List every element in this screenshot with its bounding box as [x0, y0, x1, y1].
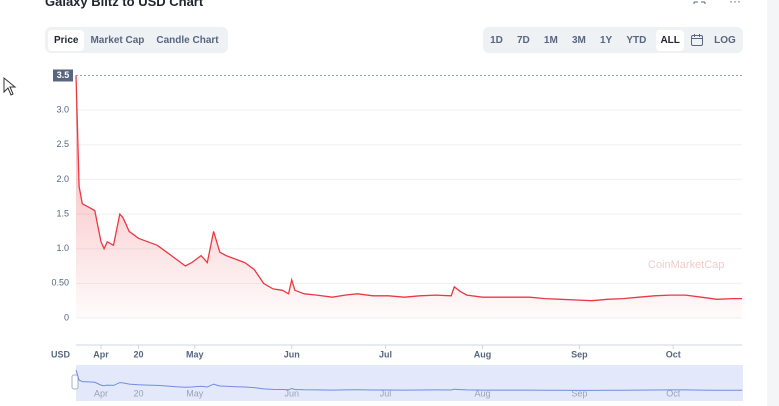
- x-tick-label: Aug: [474, 349, 492, 359]
- x-tick-label: Sep: [571, 349, 588, 359]
- tab-button[interactable]: Price: [48, 29, 85, 51]
- y-tick-label: 0: [64, 312, 69, 322]
- log-toggle[interactable]: LOG: [714, 34, 736, 46]
- navigator-label: Aug: [474, 388, 490, 398]
- fullscreen-icon[interactable]: [693, 1, 706, 4]
- price-area: [76, 75, 742, 318]
- range-button[interactable]: 1D: [490, 34, 503, 46]
- range-button[interactable]: 1Y: [599, 34, 613, 46]
- navigator-label: Sep: [571, 388, 587, 398]
- range-group: 1D 7D 1M 3M 1Y YTD ALL LOG: [483, 27, 743, 53]
- range-button[interactable]: 7D: [516, 34, 530, 46]
- y-tick-label: 1.0: [56, 243, 69, 253]
- x-tick-label: Jul: [379, 349, 392, 359]
- y-tick-label: 3.0: [56, 105, 69, 115]
- y-tick-label: 3.5: [57, 70, 70, 80]
- tab-button[interactable]: Candle Chart: [156, 34, 219, 46]
- navigator[interactable]: [76, 365, 743, 401]
- x-tick-label: May: [186, 349, 204, 359]
- navigator-line: [75, 369, 742, 391]
- range-button[interactable]: YTD: [626, 34, 647, 46]
- y-tick-label: 2.0: [56, 174, 69, 184]
- x-tick-label: Apr: [93, 349, 109, 359]
- cursor: [3, 76, 17, 96]
- tab-group: Price Market Cap Candle Chart: [45, 27, 228, 53]
- more-icon[interactable]: ···: [729, 0, 741, 8]
- navigator-label: 20: [134, 388, 144, 398]
- navigator-label: Apr: [94, 388, 108, 398]
- navigator-label: Jun: [284, 388, 299, 398]
- navigator-label: May: [186, 388, 204, 398]
- y-axis-label: USD: [51, 349, 71, 359]
- range-button[interactable]: 3M: [571, 34, 586, 46]
- y-tick-badge: [53, 69, 73, 82]
- x-tick-label: Jun: [284, 349, 300, 359]
- x-tick-label: Oct: [666, 349, 681, 359]
- navigator-label: Oct: [666, 388, 681, 398]
- watermark: CoinMarketCap: [648, 259, 724, 271]
- y-tick-label: 0.50: [51, 278, 69, 288]
- price-line: [75, 75, 742, 302]
- x-tick-label: 20: [134, 349, 144, 359]
- range-button[interactable]: ALL: [656, 29, 684, 51]
- y-tick-label: 1.5: [56, 208, 69, 218]
- sidebar-strip: [767, 0, 779, 406]
- navigator-handle[interactable]: [71, 374, 79, 390]
- chart-title: Galaxy Blitz to USD Chart: [45, 0, 204, 9]
- y-tick-label: 2.5: [56, 139, 69, 149]
- navigator-label: Jul: [380, 388, 392, 398]
- calendar-icon[interactable]: [690, 33, 704, 47]
- tab-button[interactable]: Market Cap: [90, 34, 145, 46]
- range-button[interactable]: 1M: [543, 34, 558, 46]
